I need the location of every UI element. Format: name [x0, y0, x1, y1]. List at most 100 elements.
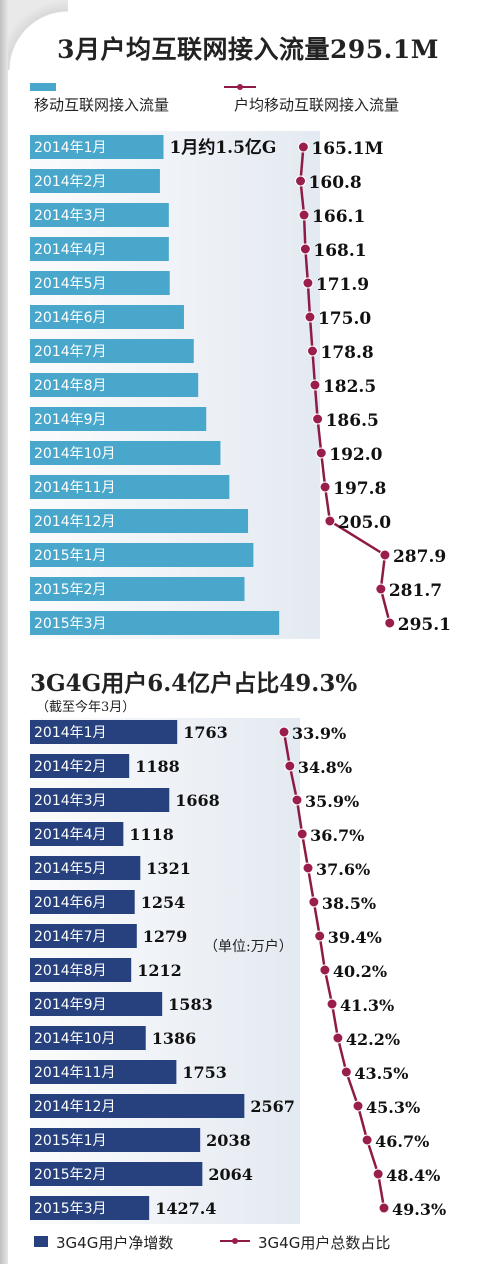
bar-data-label: 1427.4 [155, 1199, 216, 1218]
category-label: 2014年6月 [34, 895, 107, 911]
chart2-plot: 2014年1月 1763 2014年2月 1188 2014年3月 1668 2014年4月… [30, 718, 446, 1224]
category-label: 2014年6月 [34, 310, 107, 326]
bar-data-label: 1386 [152, 1029, 197, 1048]
line-data-label: 37.6% [316, 860, 370, 879]
category-label: 2014年11月 [34, 480, 115, 496]
line-data-label: 43.5% [354, 1064, 408, 1083]
category-label: 2014年4月 [34, 827, 107, 843]
chart1-legend-bar-label: 移动互联网接入流量 [34, 96, 170, 114]
line-data-label: 41.3% [340, 996, 394, 1015]
bar [30, 754, 130, 778]
category-label: 2014年5月 [34, 861, 107, 877]
chart2-subtitle: （截至今年3月） [36, 700, 136, 715]
line-point [306, 345, 318, 357]
bar [30, 856, 141, 880]
bar [30, 1128, 201, 1152]
bar-data-label: 1188 [135, 757, 180, 776]
bar [30, 577, 245, 601]
bar [30, 958, 132, 982]
line-point [378, 1202, 390, 1214]
line-point [304, 311, 316, 323]
line-point [361, 1134, 373, 1146]
bar-data-label: 2567 [250, 1097, 295, 1116]
category-label: 2014年4月 [34, 242, 107, 258]
line-data-label: 205.0 [338, 513, 391, 533]
line-data-label: 192.0 [329, 445, 382, 465]
line-point [308, 896, 320, 908]
chart1-title: 3月户均互联网接入流量295.1M [57, 35, 439, 64]
bar [30, 890, 135, 914]
bar-data-label: 1月约1.5亿G [170, 137, 277, 158]
line-point [319, 964, 331, 976]
category-label: 2014年1月 [34, 140, 107, 156]
bar [30, 1026, 146, 1050]
line-data-label: 49.3% [392, 1200, 446, 1219]
chart2-title: 3G4G用户6.4亿户占比49.3% [30, 670, 358, 697]
line-data-label: 166.1 [312, 207, 365, 227]
category-label: 2014年7月 [34, 929, 107, 945]
line-point [332, 1032, 344, 1044]
line-point [384, 617, 396, 629]
bar [30, 237, 169, 261]
line-point [296, 828, 308, 840]
line-point [379, 549, 391, 561]
bar [30, 169, 160, 193]
line-point [295, 175, 307, 187]
chart1-legend-bar-swatch [30, 83, 56, 91]
chart1-plot: 2014年1月 1月约1.5亿G 2014年2月 2014年3月 2014年4月 2014… [30, 131, 451, 639]
category-label: 2014年5月 [34, 276, 107, 292]
bar-data-label: 1279 [143, 927, 188, 946]
chart2-legend-bar-label: 3G4G用户净增数 [56, 1234, 174, 1252]
line-point [352, 1100, 364, 1112]
line-data-label: 178.8 [320, 343, 373, 363]
bar [30, 509, 249, 533]
line-point [315, 447, 327, 459]
category-label: 2014年1月 [34, 725, 107, 741]
category-label: 2014年9月 [34, 412, 107, 428]
line-point [302, 862, 314, 874]
line-data-label: 287.9 [393, 547, 446, 567]
bar [30, 373, 199, 397]
line-data-label: 39.4% [328, 928, 382, 947]
line-point [372, 1168, 384, 1180]
line-data-label: 40.2% [333, 962, 387, 981]
line-data-label: 295.1 [398, 615, 451, 635]
bar [30, 611, 280, 635]
category-label: 2014年7月 [34, 344, 107, 360]
line-data-label: 35.9% [305, 792, 359, 811]
line-point [312, 413, 324, 425]
line-point [314, 930, 326, 942]
line-data-label: 48.4% [386, 1166, 440, 1185]
bar [30, 543, 254, 567]
chart1-legend-line-swatch [224, 84, 256, 90]
category-label: 2015年2月 [34, 582, 107, 598]
bar [30, 1196, 150, 1220]
line-point [319, 481, 331, 493]
bar-data-label: 1212 [137, 961, 182, 980]
chart2-unit-note: （单位:万户） [204, 939, 293, 955]
bar [30, 822, 124, 846]
bar [30, 135, 164, 159]
line-point [284, 760, 296, 772]
category-label: 2014年2月 [34, 759, 107, 775]
bar [30, 271, 170, 295]
category-label: 2014年11月 [34, 1065, 115, 1081]
bar-data-label: 1753 [182, 1063, 227, 1082]
line-data-label: 175.0 [318, 309, 371, 329]
line-data-label: 34.8% [298, 758, 352, 777]
line-point [291, 794, 303, 806]
bar-data-label: 1118 [129, 825, 174, 844]
category-label: 2014年12月 [34, 514, 115, 530]
bar [30, 407, 207, 431]
bar-data-label: 1583 [168, 995, 213, 1014]
line-data-label: 165.1M [311, 139, 383, 159]
line-point [375, 583, 387, 595]
line-data-label: 168.1 [313, 241, 366, 261]
line-point [298, 209, 310, 221]
line-data-label: 33.9% [292, 724, 346, 743]
line-data-label: 186.5 [326, 411, 379, 431]
line-point [340, 1066, 352, 1078]
chart2-legend-line-swatch [220, 1238, 250, 1244]
bar [30, 339, 194, 363]
category-label: 2014年2月 [34, 174, 107, 190]
